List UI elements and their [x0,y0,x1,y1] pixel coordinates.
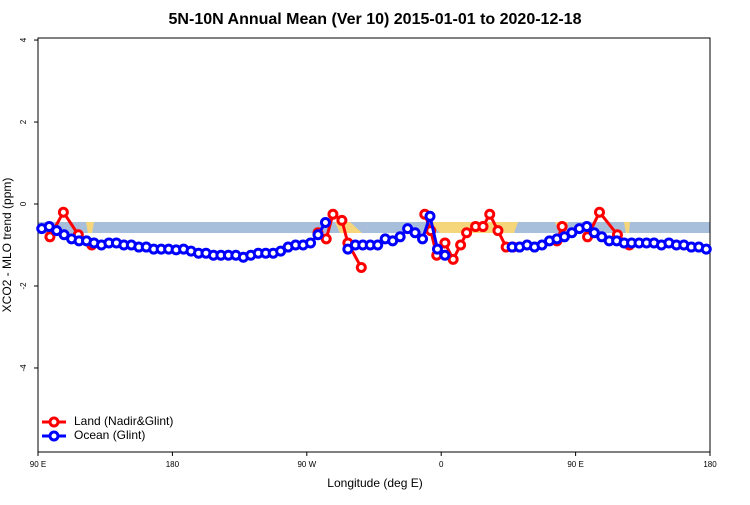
x-tick-label: 90 E [30,460,46,469]
legend-label: Ocean (Glint) [74,428,145,442]
point [455,239,467,251]
point [477,221,489,233]
legend-marker [48,416,60,428]
point [312,229,324,241]
plot-frame [37,37,711,453]
point [355,262,367,274]
y-tick-label: -2 [19,282,28,290]
y-tick-label: 4 [19,37,28,42]
x-tick-label: 0 [439,460,444,469]
point [461,227,473,239]
point [439,237,451,249]
x-tick-label: 90 W [297,460,316,469]
ocean-band [38,222,710,233]
x-tick-label: 180 [703,460,717,469]
y-axis-label: XCO2 - MLO trend (ppm) [0,178,14,313]
point [319,216,331,228]
point [700,243,712,255]
point [417,233,429,245]
point [484,208,496,220]
point [424,210,436,222]
point [44,231,56,243]
x-axis-label: Longitude (deg E) [327,476,422,490]
point [581,221,593,233]
point [431,243,443,255]
point [372,239,384,251]
land-band [624,222,630,233]
land-band [86,222,94,233]
point [593,206,605,218]
point [336,214,348,226]
point [439,249,451,261]
point [320,233,332,245]
legend-label: Land (Nadir&Glint) [74,414,173,428]
y-tick-label: -4 [19,364,28,372]
chart-title: 5N-10N Annual Mean (Ver 10) 2015-01-01 t… [169,11,582,28]
x-tick-label: 180 [166,460,180,469]
marks [36,206,712,274]
point [394,231,406,243]
legend-marker [48,430,60,442]
y-tick-label: 2 [19,119,28,124]
point [556,221,568,233]
point [327,208,339,220]
point [305,237,317,249]
x-tick-label: 90 E [567,460,583,469]
point [57,206,69,218]
y-tick-label: 0 [19,201,28,206]
point [492,225,504,237]
point [447,253,459,265]
point [409,227,421,239]
